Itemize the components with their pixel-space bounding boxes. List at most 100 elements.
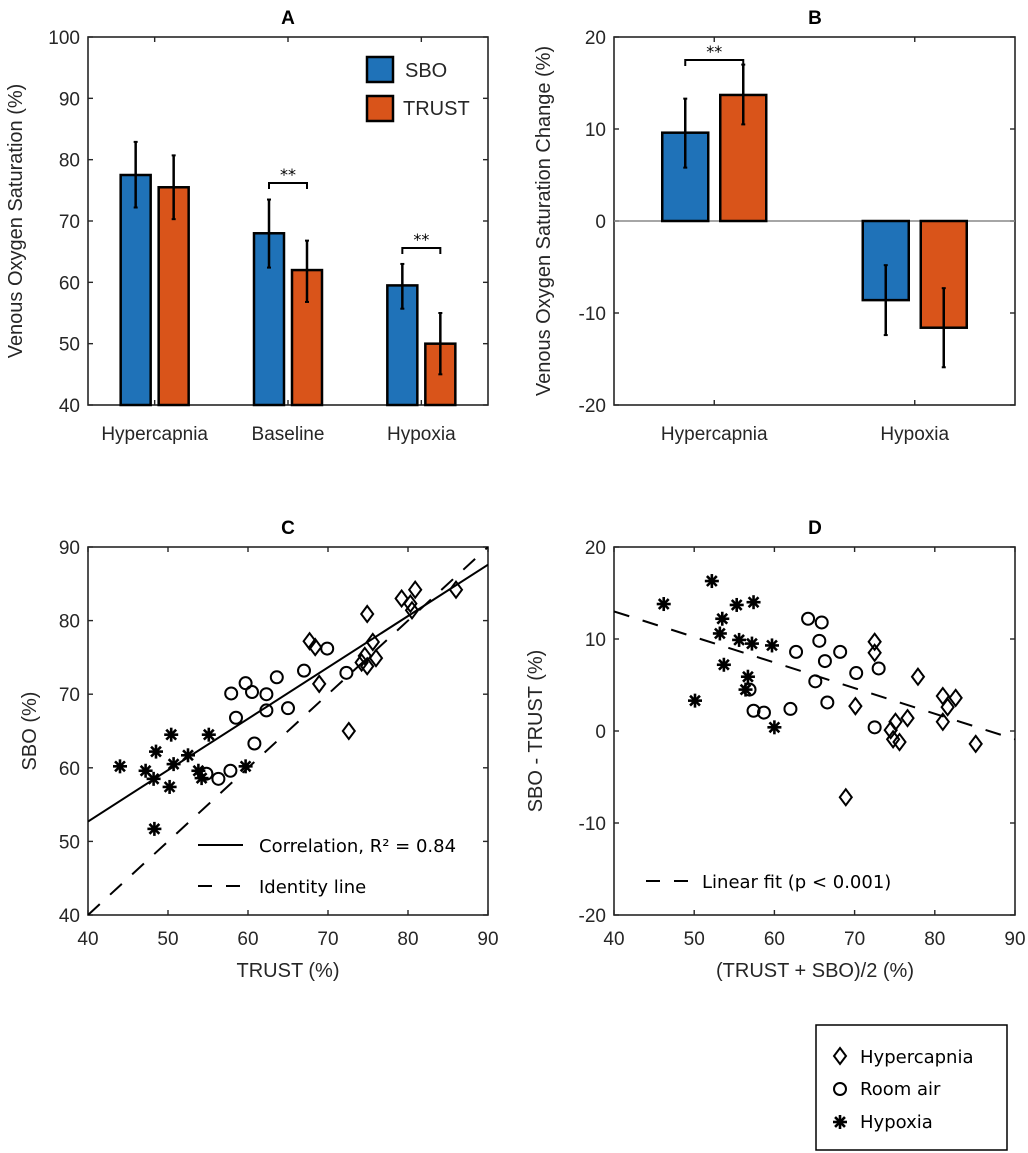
asterisk-point — [716, 657, 731, 672]
panel-d-xlabel: (TRUST + SBO)/2 (%) — [716, 960, 914, 982]
diamond-point — [404, 600, 420, 620]
x-tick-label: 90 — [477, 929, 498, 950]
y-tick-label: 0 — [595, 722, 606, 743]
diamond-point — [368, 648, 384, 668]
x-tick-label: Hypoxia — [387, 424, 456, 445]
panel-d-legend: Linear fit (p < 0.001) — [646, 872, 891, 893]
marker-legend-label-hypercapnia: Hypercapnia — [860, 1047, 973, 1068]
diamond-point — [407, 580, 423, 600]
circle-point — [817, 654, 832, 669]
asterisk-point — [201, 727, 216, 742]
diamond-point — [900, 708, 915, 728]
panel-a-legend: SBO TRUST — [365, 55, 470, 123]
y-tick-label: -10 — [579, 814, 606, 835]
panel-c-ylabel: SBO (%) — [19, 692, 41, 771]
diamond-point — [968, 734, 983, 754]
asterisk-stroke — [742, 670, 754, 683]
x-tick-label: 50 — [157, 929, 178, 950]
diamond-point — [935, 686, 951, 706]
circle-point — [867, 720, 882, 735]
y-tick-label: 20 — [585, 28, 606, 49]
asterisk-stroke — [739, 683, 752, 696]
asterisk-stroke — [167, 758, 180, 770]
circle-point — [801, 611, 816, 626]
x-tick-label: Hypoxia — [880, 424, 949, 445]
asterisk-point — [146, 771, 161, 786]
x-tick-label: 90 — [1004, 929, 1025, 950]
circle-point — [320, 641, 335, 656]
diamond-point — [359, 604, 375, 624]
legend-swatch-trust — [365, 94, 395, 123]
y-tick-label: 40 — [59, 906, 80, 927]
y-tick-label: 100 — [48, 28, 80, 49]
asterisk-stroke — [192, 764, 205, 777]
y-tick-label: 80 — [59, 612, 80, 633]
asterisk-point — [166, 757, 181, 772]
asterisk-stroke — [768, 721, 781, 734]
asterisk-stroke — [657, 598, 670, 610]
y-tick-label: 90 — [59, 538, 80, 559]
x-tick-label: 50 — [684, 929, 705, 950]
asterisk-stroke — [114, 760, 126, 773]
circle-point — [245, 684, 259, 699]
circle-point — [756, 705, 771, 720]
asterisk-point — [162, 779, 177, 794]
y-tick-label: 20 — [585, 538, 606, 559]
y-tick-label: -20 — [579, 396, 606, 417]
circle-point — [871, 661, 886, 676]
diamond-point — [838, 787, 854, 807]
y-tick-label: 70 — [59, 212, 80, 233]
marker-legend-label-room-air: Room air — [860, 1079, 941, 1100]
legend-label-correlation: Correlation, R² = 0.84 — [259, 836, 456, 857]
asterisk-point — [164, 727, 179, 742]
asterisk-stroke — [718, 658, 730, 671]
asterisk-point — [715, 611, 730, 626]
legend-swatch-sbo — [365, 55, 395, 84]
circle-point — [746, 703, 761, 718]
circle-point — [849, 666, 864, 681]
panel-d-ylabel: SBO - TRUST (%) — [525, 650, 547, 813]
y-tick-label: 70 — [59, 685, 80, 706]
asterisk-point — [767, 720, 782, 735]
circle-point — [281, 701, 295, 716]
marker-legend-box — [815, 1024, 1008, 1151]
bar-sbo-hypercapnia — [119, 173, 152, 407]
circle-point — [259, 687, 274, 702]
asterisk-point — [746, 595, 761, 610]
asterisk-stroke — [202, 728, 215, 741]
asterisk-point — [744, 636, 759, 651]
asterisk-point — [194, 771, 209, 786]
circle-point — [789, 644, 804, 659]
x-tick-label: 80 — [924, 929, 945, 950]
marker-legend-diamond-icon — [832, 1046, 848, 1066]
circle-point — [223, 763, 238, 778]
asterisk-stroke — [705, 575, 718, 587]
circle-point — [229, 710, 243, 725]
marker-legend-asterisk-icon — [833, 1115, 847, 1129]
panel-c-xlabel: TRUST (%) — [237, 960, 340, 982]
diamond-point — [359, 656, 375, 676]
marker-legend: Hypercapnia Room air Hypoxia — [815, 1024, 1008, 1151]
y-tick-label: 60 — [59, 273, 80, 294]
panel-a-title: A — [281, 8, 295, 29]
asterisk-point — [740, 669, 755, 684]
panel-c-legend: Correlation, R² = 0.84 Identity line — [198, 836, 456, 898]
asterisk-point — [729, 597, 744, 612]
diamond-point — [848, 696, 863, 716]
asterisk-point — [113, 759, 127, 774]
y-tick-label: 50 — [59, 832, 80, 853]
significance-bracket — [684, 59, 745, 66]
asterisk-stroke — [148, 823, 161, 835]
asterisk-stroke — [713, 627, 726, 640]
circle-point — [339, 665, 354, 680]
y-tick-label: 50 — [59, 335, 80, 356]
asterisk-point — [688, 693, 703, 708]
diamond-point — [940, 697, 955, 717]
diamond-point — [448, 580, 464, 600]
x-tick-label: 60 — [237, 929, 258, 950]
circle-point — [812, 633, 827, 648]
significance-label: ** — [413, 230, 429, 249]
asterisk-stroke — [150, 745, 162, 758]
diamond-point — [311, 674, 327, 694]
diamond-point — [403, 594, 418, 614]
